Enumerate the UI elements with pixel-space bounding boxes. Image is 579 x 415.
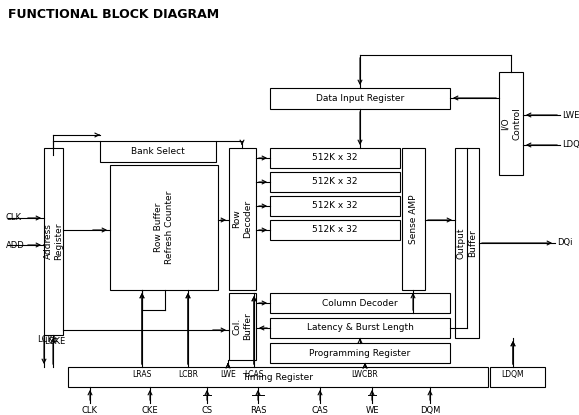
Bar (68, 367, 488, 387)
Text: WE: WE (365, 406, 379, 415)
Bar (100, 141, 216, 162)
Text: LCAS: LCAS (244, 370, 264, 379)
Text: LRAS: LRAS (133, 370, 152, 379)
Text: Row
Decoder: Row Decoder (232, 200, 252, 238)
Text: Column Decoder: Column Decoder (322, 298, 398, 308)
Text: Address
Register: Address Register (43, 223, 64, 260)
Text: CS: CS (201, 406, 212, 415)
Text: DQi: DQi (557, 239, 573, 247)
Text: I/O
Control: I/O Control (501, 107, 521, 140)
Text: CAS: CAS (312, 406, 328, 415)
Text: CLK: CLK (82, 406, 98, 415)
Text: 512K x 32: 512K x 32 (312, 154, 358, 163)
Text: Timing Register: Timing Register (243, 373, 313, 381)
Text: CLK: CLK (6, 213, 22, 222)
Text: Data Input Register: Data Input Register (316, 94, 404, 103)
Text: Col.
Buffer: Col. Buffer (232, 312, 252, 340)
Bar (490, 367, 545, 387)
Text: Programming Register: Programming Register (309, 349, 411, 357)
Text: CKE: CKE (142, 406, 158, 415)
Text: LWCBR: LWCBR (351, 370, 378, 379)
Bar (270, 148, 400, 168)
Bar (229, 293, 256, 360)
Text: LCBR: LCBR (178, 370, 198, 379)
Text: ADD: ADD (6, 241, 25, 249)
Text: LDQM: LDQM (562, 141, 579, 149)
Bar (229, 148, 256, 290)
Text: Row Buffer
Refresh Counter: Row Buffer Refresh Counter (154, 191, 174, 264)
Bar (44, 148, 63, 335)
Bar (499, 72, 523, 175)
Text: DQM: DQM (420, 406, 440, 415)
Bar (270, 196, 400, 216)
Bar (402, 148, 425, 290)
Text: 512K x 32: 512K x 32 (312, 202, 358, 210)
Bar (110, 165, 218, 290)
Bar (270, 88, 450, 109)
Text: LCKE: LCKE (37, 335, 58, 344)
Text: Sense AMP: Sense AMP (409, 194, 418, 244)
Text: 512K x 32: 512K x 32 (312, 178, 358, 186)
Text: LDQM: LDQM (501, 370, 525, 379)
Text: RAS: RAS (250, 406, 266, 415)
Text: Bank Select: Bank Select (131, 147, 185, 156)
Bar (270, 318, 450, 338)
Bar (270, 172, 400, 192)
Text: LWE: LWE (562, 110, 579, 120)
Text: FUNCTIONAL BLOCK DIAGRAM: FUNCTIONAL BLOCK DIAGRAM (8, 8, 219, 21)
Bar (270, 220, 400, 240)
Text: Output
Buffer: Output Buffer (457, 227, 477, 259)
Bar (455, 148, 479, 338)
Bar (270, 293, 450, 313)
Bar (270, 343, 450, 363)
Text: LWE: LWE (220, 370, 236, 379)
Text: Latency & Burst Length: Latency & Burst Length (306, 324, 413, 332)
Text: 512K x 32: 512K x 32 (312, 225, 358, 234)
Text: LCKE: LCKE (44, 337, 65, 347)
